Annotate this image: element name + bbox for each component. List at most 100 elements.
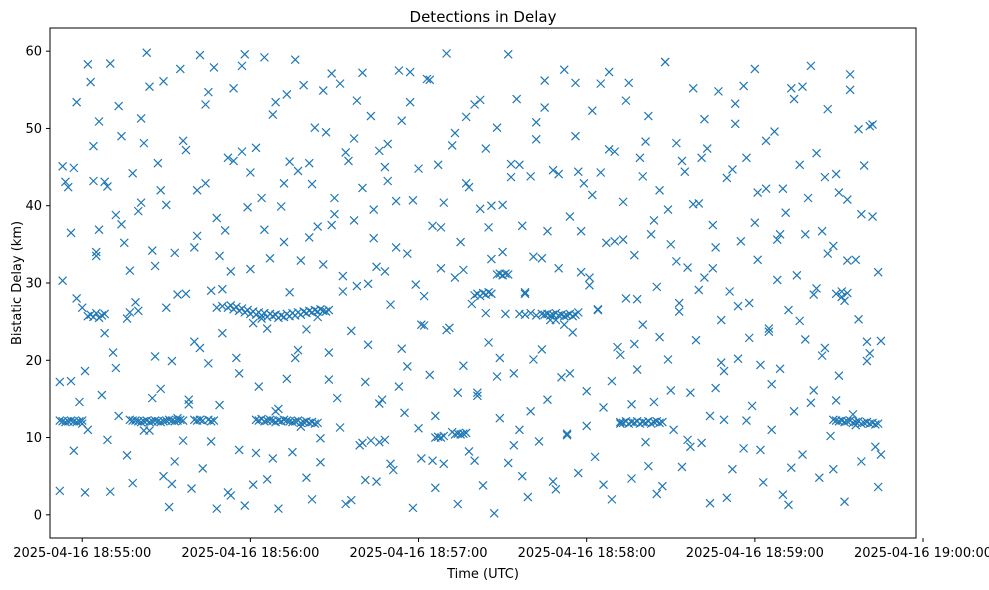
detection-point: [733, 354, 743, 364]
detection-point: [486, 254, 496, 264]
detection-point: [360, 475, 370, 485]
detection-point: [828, 464, 838, 474]
detection-point: [826, 431, 835, 441]
detection-point: [503, 458, 513, 468]
detection-point: [302, 324, 311, 334]
detection-point: [251, 448, 261, 458]
detection-point: [394, 66, 404, 75]
detection-point: [425, 370, 435, 380]
detection-point: [217, 328, 227, 338]
detection-point: [798, 82, 807, 92]
detection-point: [834, 371, 844, 381]
detection-point: [442, 49, 451, 58]
detection-point: [503, 49, 513, 59]
y-tick-label: 30: [25, 277, 42, 292]
track-detection-point: [91, 308, 101, 318]
detection-point: [133, 306, 143, 316]
track-detection-point: [159, 416, 168, 426]
detection-point: [699, 273, 709, 283]
track-detection-point: [657, 417, 667, 427]
detection-point: [624, 78, 634, 88]
detection-point: [265, 253, 275, 263]
detection-point: [100, 177, 110, 187]
detection-point: [517, 221, 527, 231]
detection-point: [318, 86, 328, 96]
detection-point: [181, 289, 191, 299]
detection-point: [271, 406, 281, 416]
track-detection-point: [259, 416, 269, 426]
detection-point: [587, 190, 597, 200]
detection-point: [809, 385, 819, 395]
detection-point: [806, 398, 816, 408]
detection-point: [422, 74, 432, 84]
track-detection-point: [145, 417, 154, 427]
detection-point: [604, 144, 614, 154]
detection-point: [529, 252, 538, 262]
detection-point: [69, 446, 79, 456]
detection-point: [63, 182, 73, 192]
detection-point: [369, 233, 379, 243]
track-detection-point: [276, 311, 286, 320]
detection-point: [72, 97, 82, 107]
x-axis-label: Time (UTC): [446, 567, 519, 582]
detection-point: [587, 106, 597, 116]
track-detection-point: [175, 415, 185, 425]
detection-point: [517, 471, 527, 481]
detection-point: [316, 457, 325, 467]
detection-point: [526, 406, 536, 416]
y-axis-ticks: 0 10 20 30 40 50 60: [25, 45, 50, 523]
track-detection-point: [279, 415, 289, 425]
detection-point: [697, 438, 707, 448]
detection-point: [571, 78, 580, 88]
track-detection-point: [164, 415, 174, 425]
track-detection-point: [461, 428, 471, 438]
detection-point: [170, 248, 180, 258]
detection-point: [831, 396, 841, 405]
detection-point: [259, 225, 269, 235]
track-detection-point: [573, 307, 583, 317]
detection-point: [335, 79, 345, 89]
detection-point: [363, 340, 373, 350]
detection-point: [383, 139, 393, 149]
detection-point: [209, 62, 219, 72]
track-detection-point: [265, 415, 275, 425]
detection-point: [599, 402, 608, 412]
track-detection-point: [156, 417, 166, 427]
detection-point: [685, 442, 695, 452]
detection-point: [341, 147, 351, 157]
detection-point: [89, 141, 98, 151]
detection-point: [458, 265, 468, 275]
track-detection-point: [212, 303, 222, 313]
detection-point: [649, 215, 659, 225]
detection-point: [271, 97, 281, 107]
detection-point: [304, 232, 314, 242]
detection-point: [481, 144, 491, 153]
detection-point: [66, 228, 76, 238]
detection-point: [240, 49, 250, 59]
detection-point: [321, 127, 331, 137]
detection-point: [613, 342, 622, 352]
detection-point: [436, 222, 446, 232]
detection-point: [699, 114, 709, 124]
detection-point: [540, 76, 550, 85]
detection-point: [133, 206, 143, 216]
detection-point: [509, 368, 519, 378]
detection-point: [184, 395, 194, 405]
detection-point: [865, 121, 875, 131]
detection-point: [840, 296, 849, 306]
detection-point: [669, 425, 679, 435]
detection-point: [386, 300, 395, 310]
track-detection-point: [75, 416, 84, 426]
detection-point: [360, 377, 370, 387]
detection-point: [565, 368, 575, 378]
track-detection-point: [366, 436, 376, 446]
detection-point: [201, 178, 210, 188]
detection-point: [781, 208, 791, 218]
detection-point: [747, 401, 757, 411]
detection-point: [372, 262, 381, 272]
track-detection-point: [321, 307, 331, 317]
detection-point: [515, 160, 524, 170]
detection-point: [111, 363, 121, 373]
detection-point: [548, 165, 558, 175]
detection-point: [557, 372, 566, 382]
